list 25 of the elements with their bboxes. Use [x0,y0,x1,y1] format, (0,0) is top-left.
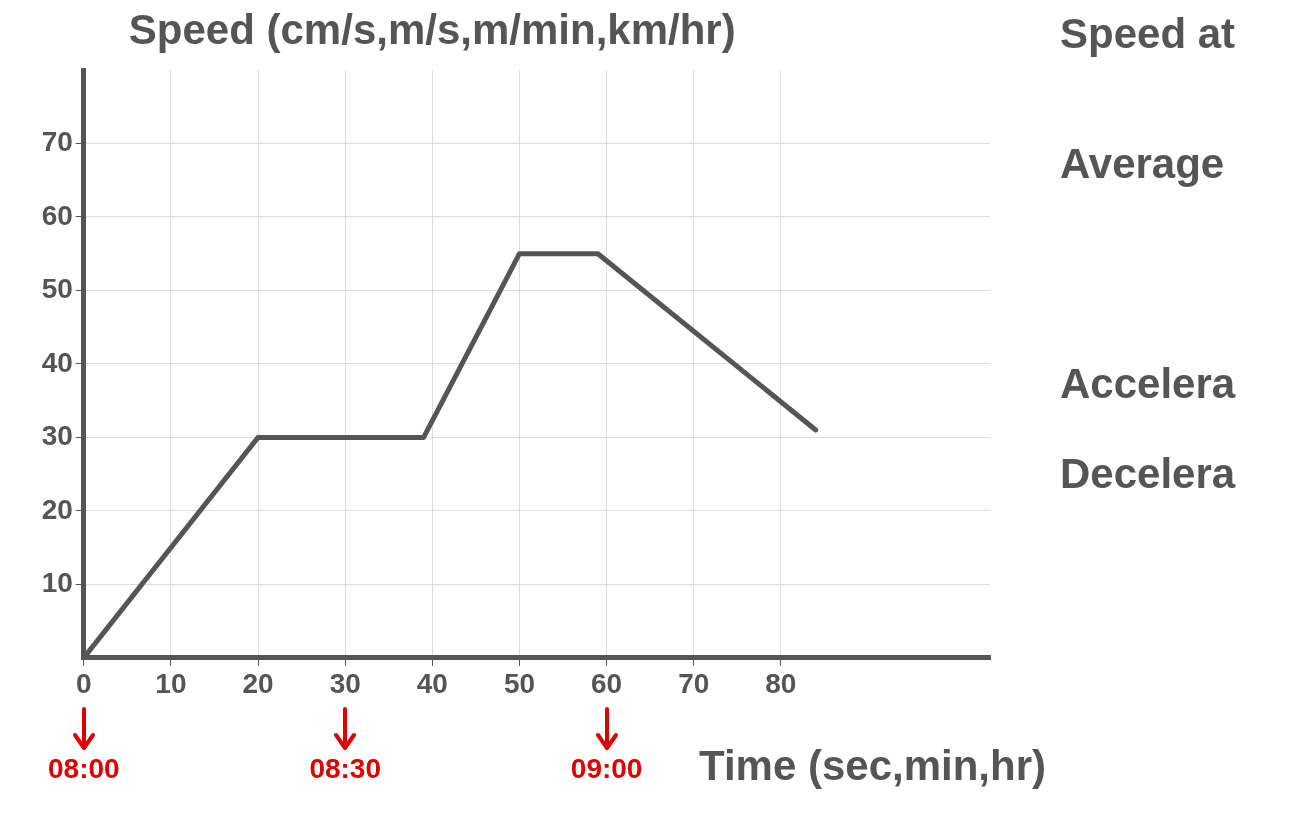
text: Decelera [1060,450,1236,498]
y-tick-label: 70 [41,126,73,158]
y-axis-title: Speed (cm/s,m/s,m/min,km/hr) [128,5,736,53]
text: Average [1060,140,1225,188]
x-tick-label: 70 [678,668,710,700]
x-tick-label: 10 [155,668,187,700]
y-tick-label: 10 [41,567,73,599]
x-tick-label: 20 [242,668,274,700]
text: Speed at [1060,10,1236,58]
text: Accelera [1060,360,1236,408]
y-tick-label: 60 [41,199,73,231]
x-tick-label: 0 [76,668,92,700]
x-tick-label: 80 [765,668,797,700]
y-tick-label: 40 [41,346,73,378]
x-tick-label: 50 [503,668,536,700]
x-axis-title: Time (sec,min,hr) [699,741,1046,789]
x2-tick-label: 08:30 [309,752,382,784]
y-tick-label: 30 [41,420,73,452]
x2-tick-label: 09:00 [570,752,643,784]
x-tick-label: 30 [329,668,361,700]
x-tick-label: 60 [591,668,623,700]
x2-tick-label: 08:00 [47,752,120,784]
x-tick-label: 40 [416,668,448,700]
y-tick-label: 50 [41,273,73,305]
y-tick-label: 20 [41,493,73,525]
